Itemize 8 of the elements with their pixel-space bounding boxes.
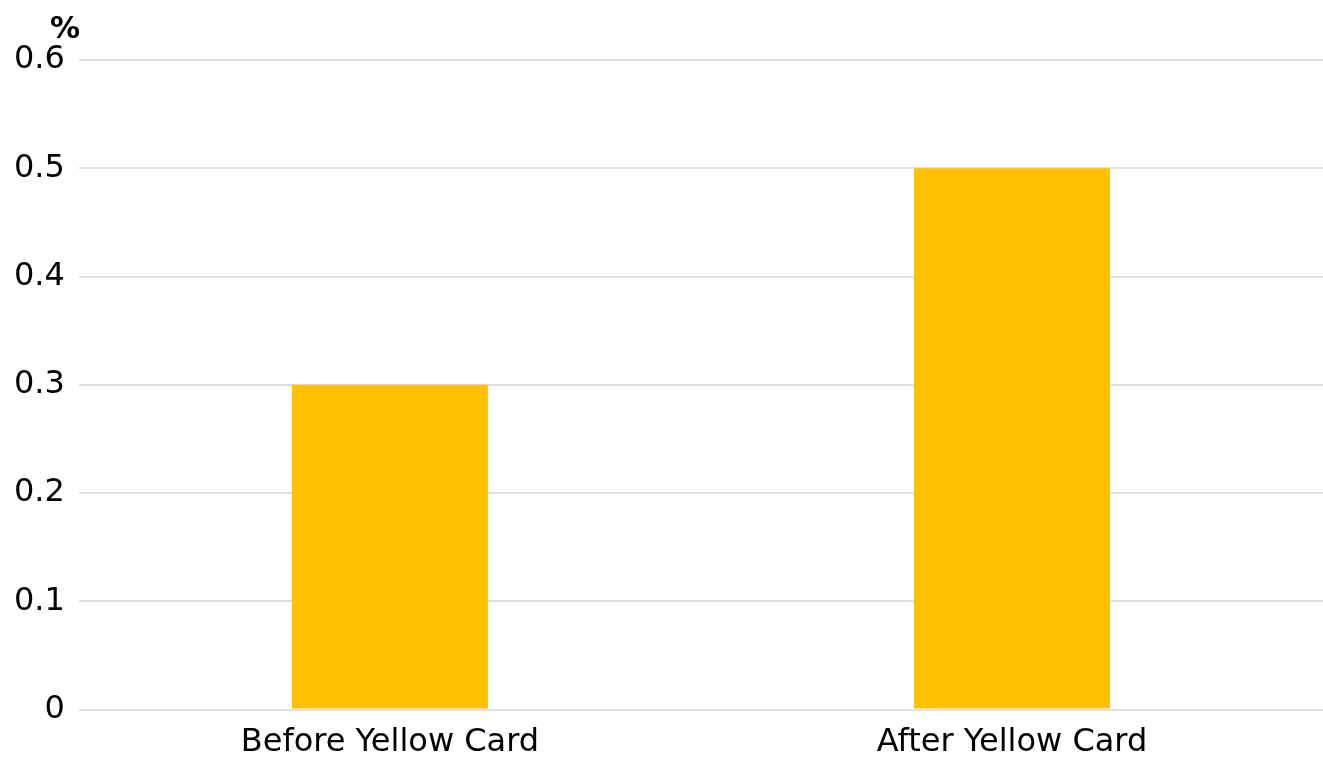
- x-tick-label: After Yellow Card: [876, 721, 1148, 760]
- y-tick-label: 0: [44, 687, 65, 726]
- x-tick-label: Before Yellow Card: [240, 721, 540, 760]
- y-tick-label: 0.4: [14, 254, 65, 293]
- y-tick-label: 0.2: [14, 471, 65, 510]
- y-tick-label: 0.1: [14, 579, 65, 618]
- y-tick-label: 0.3: [14, 363, 65, 402]
- y-tick-label: 0.5: [14, 146, 65, 185]
